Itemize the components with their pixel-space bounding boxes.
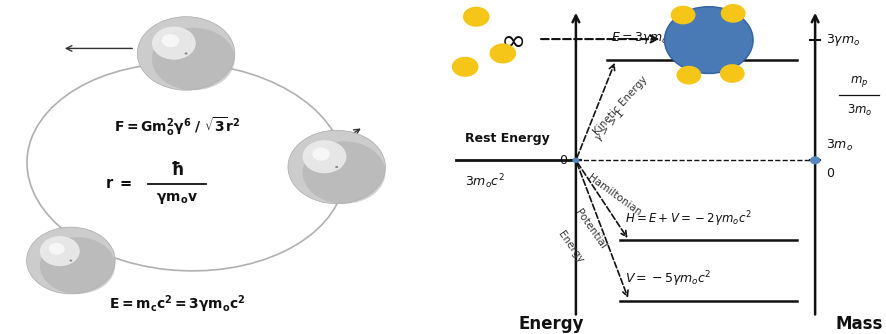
- Circle shape: [49, 243, 65, 255]
- Circle shape: [719, 64, 744, 83]
- Circle shape: [489, 43, 516, 63]
- Text: Energy: Energy: [519, 315, 584, 333]
- Circle shape: [335, 166, 338, 168]
- Text: $\gamma>>1$: $\gamma>>1$: [592, 106, 628, 145]
- Text: $\mathbf{E = m_c c^2 = 3\gamma m_o c^2}$: $\mathbf{E = m_c c^2 = 3\gamma m_o c^2}$: [109, 293, 245, 315]
- Text: Mass: Mass: [835, 315, 883, 333]
- Circle shape: [288, 130, 385, 204]
- Text: Hamiltonian: Hamiltonian: [586, 173, 643, 218]
- Text: $E=3\gamma m_oc^2$: $E=3\gamma m_oc^2$: [611, 29, 682, 48]
- Text: $V=-5\gamma m_oc^2$: $V=-5\gamma m_oc^2$: [625, 269, 711, 289]
- Circle shape: [572, 158, 579, 163]
- Circle shape: [161, 34, 179, 47]
- Text: Energy: Energy: [556, 229, 585, 265]
- Text: $H=E+V=-2\gamma m_oc^2$: $H=E+V=-2\gamma m_oc^2$: [625, 209, 751, 228]
- Circle shape: [302, 140, 346, 173]
- Circle shape: [302, 141, 385, 204]
- Text: $m_p$: $m_p$: [851, 74, 868, 89]
- Text: $\infty$: $\infty$: [500, 27, 524, 56]
- Circle shape: [313, 148, 330, 161]
- Text: $3\gamma m_o$: $3\gamma m_o$: [826, 32, 860, 48]
- Circle shape: [810, 156, 820, 164]
- Text: $\mathbf{\hbar}$: $\mathbf{\hbar}$: [170, 161, 184, 179]
- Text: 0: 0: [559, 154, 567, 167]
- Text: Kinetic Energy: Kinetic Energy: [592, 74, 649, 137]
- Text: $\mathbf{r\ =}$: $\mathbf{r\ =}$: [105, 176, 133, 191]
- Text: $\mathbf{F = Gm_o^2\gamma^6\ /\ \sqrt{3}r^2}$: $\mathbf{F = Gm_o^2\gamma^6\ /\ \sqrt{3}…: [114, 116, 240, 138]
- Circle shape: [27, 227, 115, 294]
- Circle shape: [671, 6, 696, 24]
- Circle shape: [40, 236, 80, 266]
- Text: $3m_o$: $3m_o$: [826, 138, 853, 153]
- Text: $\mathbf{\gamma m_o v}$: $\mathbf{\gamma m_o v}$: [156, 191, 198, 206]
- Circle shape: [137, 17, 235, 90]
- Circle shape: [452, 57, 478, 77]
- Circle shape: [152, 28, 235, 90]
- Circle shape: [462, 7, 489, 27]
- Text: Potential: Potential: [573, 207, 608, 250]
- Circle shape: [40, 237, 115, 294]
- Circle shape: [677, 66, 702, 85]
- Circle shape: [152, 27, 196, 60]
- Circle shape: [664, 7, 753, 73]
- Text: $3m_oc^2$: $3m_oc^2$: [465, 173, 505, 191]
- Circle shape: [184, 52, 188, 54]
- Circle shape: [69, 260, 73, 262]
- Text: 0: 0: [826, 167, 835, 180]
- Text: $3m_o$: $3m_o$: [847, 103, 872, 118]
- Text: Rest Energy: Rest Energy: [465, 132, 550, 145]
- Circle shape: [720, 4, 745, 23]
